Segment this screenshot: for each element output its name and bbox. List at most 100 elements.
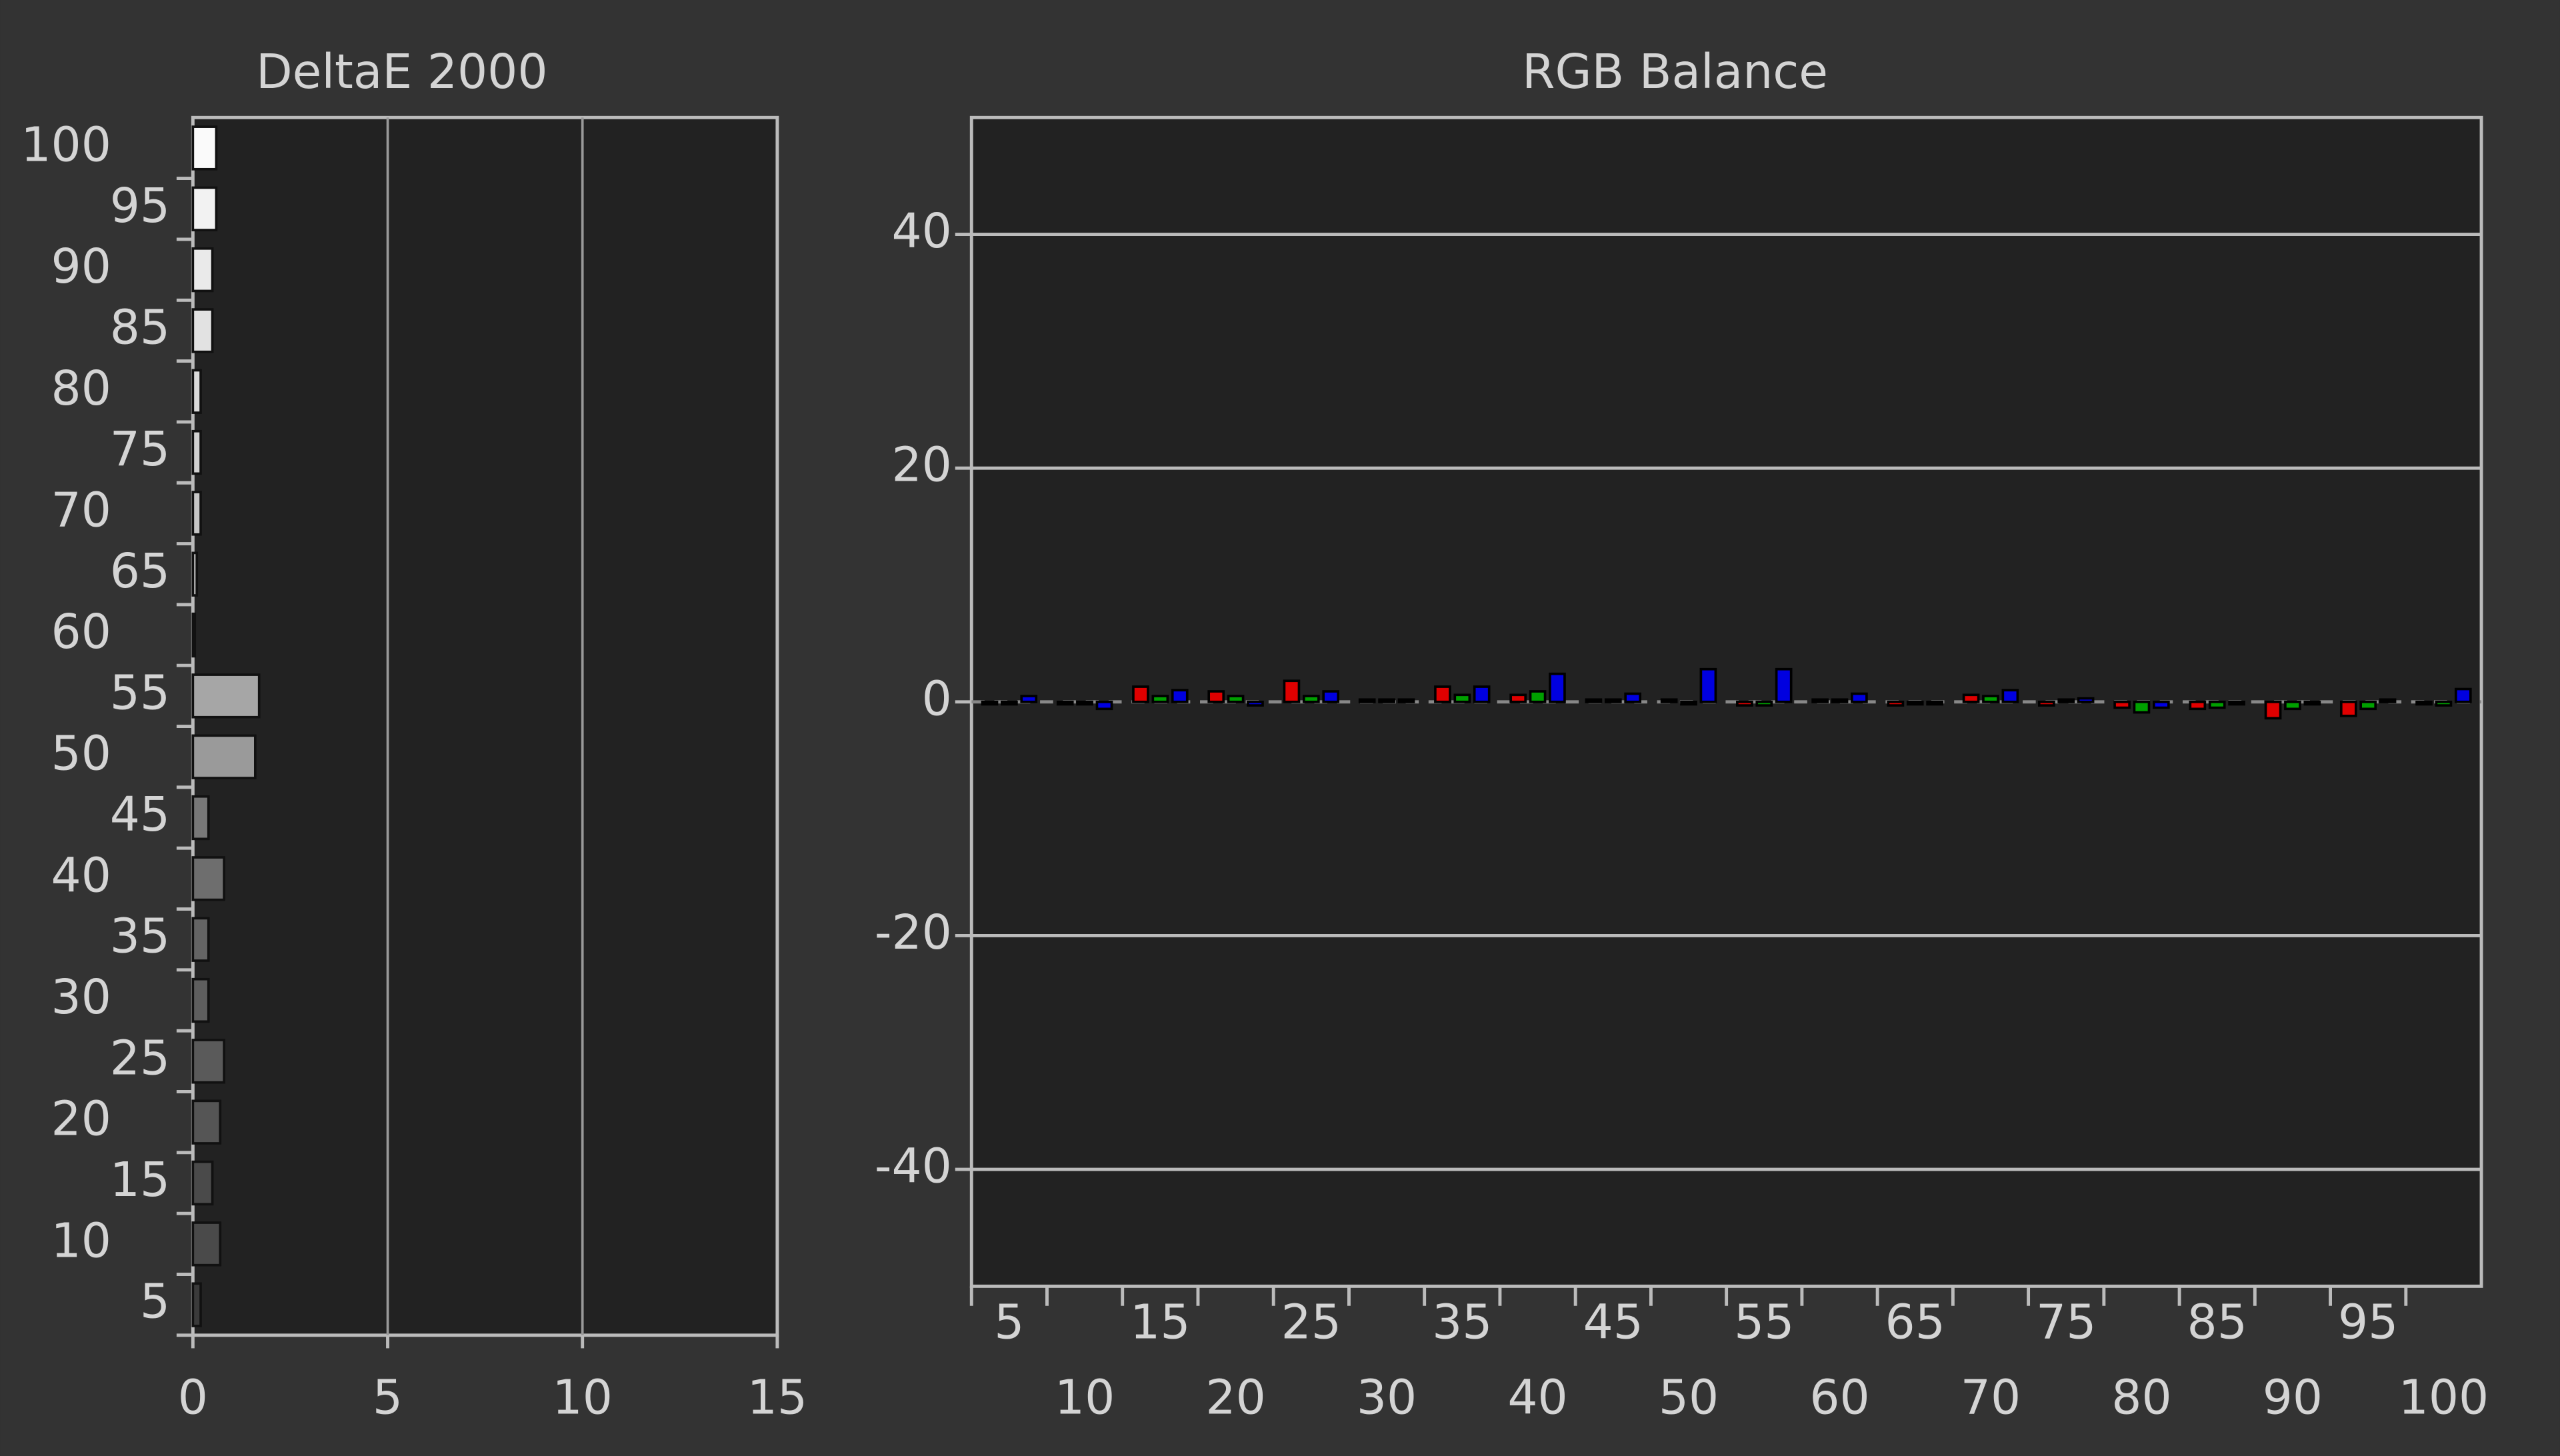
bar xyxy=(191,795,210,841)
x-tick-label: 15 xyxy=(1130,1295,1190,1350)
y-tick-label: 80 xyxy=(51,361,111,416)
bar xyxy=(1001,700,1018,706)
bar xyxy=(2264,700,2282,720)
x-tick-label: 15 xyxy=(747,1369,807,1425)
x-tick-label: 70 xyxy=(1961,1369,2021,1425)
bar xyxy=(191,125,218,171)
bar xyxy=(1982,695,1999,703)
x-tick-label: 55 xyxy=(1734,1295,1794,1350)
y-tick-label: 30 xyxy=(51,969,111,1025)
bar xyxy=(1585,698,1603,703)
y-tick-label: 100 xyxy=(21,117,111,172)
y-tick-label: 60 xyxy=(51,604,111,659)
bar xyxy=(1755,700,1773,707)
y-tick-label: 20 xyxy=(892,437,952,493)
y-tick-label: 40 xyxy=(51,847,111,903)
y-tick-label: 15 xyxy=(110,1152,170,1207)
x-tick-label: 50 xyxy=(1659,1369,1719,1425)
bar xyxy=(191,429,202,475)
y-tick-label: -40 xyxy=(875,1139,952,1194)
bar xyxy=(2228,700,2245,706)
bar xyxy=(1699,667,1717,703)
bar xyxy=(2303,700,2321,706)
bar xyxy=(191,1039,225,1084)
bar xyxy=(1811,698,1829,703)
bar xyxy=(1509,693,1527,703)
bar xyxy=(1247,700,1264,707)
bar xyxy=(2057,698,2075,703)
bar xyxy=(191,977,210,1023)
x-tick-label: 65 xyxy=(1885,1295,1945,1350)
y-tick-label: 0 xyxy=(922,671,952,726)
bar xyxy=(2339,700,2357,717)
bar xyxy=(2208,700,2226,709)
x-tick-label: 100 xyxy=(2399,1369,2489,1425)
bar xyxy=(2152,700,2170,709)
bar xyxy=(1302,695,1320,703)
bar xyxy=(1851,692,1868,703)
bar xyxy=(2113,700,2131,709)
bar xyxy=(2189,700,2207,711)
bar xyxy=(1095,700,1113,711)
bar xyxy=(1358,698,1376,703)
bar xyxy=(2077,697,2095,703)
bar xyxy=(1132,685,1149,703)
bar xyxy=(2454,687,2472,703)
bar xyxy=(1624,692,1642,703)
x-tick-label: 45 xyxy=(1583,1295,1643,1350)
y-tick-label: 35 xyxy=(110,909,170,964)
x-tick-label: 5 xyxy=(994,1295,1024,1350)
bar xyxy=(1604,698,1622,703)
bar xyxy=(2133,700,2151,714)
bar xyxy=(1171,689,1189,703)
bar xyxy=(2359,700,2377,711)
bar xyxy=(191,369,202,414)
bar xyxy=(191,673,261,719)
deltae-title: DeltaE 2000 xyxy=(256,44,548,99)
bar xyxy=(1473,685,1491,703)
bar xyxy=(191,1160,214,1206)
bar xyxy=(2037,700,2055,707)
y-tick-label: 45 xyxy=(110,787,170,842)
x-tick-label: 25 xyxy=(1281,1295,1341,1350)
x-tick-label: 10 xyxy=(1055,1369,1115,1425)
x-tick-label: 95 xyxy=(2338,1295,2398,1350)
bar xyxy=(191,1282,202,1327)
bar xyxy=(1775,667,1793,703)
bar xyxy=(1926,700,1943,706)
x-tick-label: 35 xyxy=(1432,1295,1492,1350)
bar xyxy=(1906,700,1924,706)
x-tick-label: 60 xyxy=(1809,1369,1869,1425)
x-tick-label: 5 xyxy=(373,1369,403,1425)
bar xyxy=(1322,690,1340,703)
bar xyxy=(1151,695,1169,703)
bar xyxy=(191,612,197,658)
bar xyxy=(1227,695,1245,703)
bar xyxy=(1680,700,1697,706)
y-tick-label: 5 xyxy=(140,1274,170,1329)
y-tick-label: 65 xyxy=(110,543,170,599)
x-tick-label: 40 xyxy=(1507,1369,1567,1425)
bar xyxy=(1056,700,1074,706)
x-tick-label: 80 xyxy=(2111,1369,2171,1425)
x-tick-label: 75 xyxy=(2036,1295,2096,1350)
bar xyxy=(191,186,218,231)
bar xyxy=(1453,693,1471,703)
bar xyxy=(191,734,257,779)
bar xyxy=(1378,698,1395,703)
bar xyxy=(1660,698,1678,703)
bar xyxy=(2435,700,2453,707)
y-tick-label: 85 xyxy=(110,299,170,355)
bar xyxy=(1962,693,1980,703)
bar xyxy=(1887,700,1905,707)
bar xyxy=(2379,698,2397,703)
deltae-plot-area xyxy=(191,115,779,1337)
y-tick-label: 10 xyxy=(51,1213,111,1268)
y-tick-label: 20 xyxy=(51,1091,111,1147)
x-tick-label: 10 xyxy=(553,1369,613,1425)
y-tick-label: 50 xyxy=(51,726,111,781)
bar xyxy=(1831,698,1849,703)
y-tick-label: 70 xyxy=(51,482,111,537)
bar xyxy=(1397,698,1415,703)
bar xyxy=(2415,700,2433,706)
